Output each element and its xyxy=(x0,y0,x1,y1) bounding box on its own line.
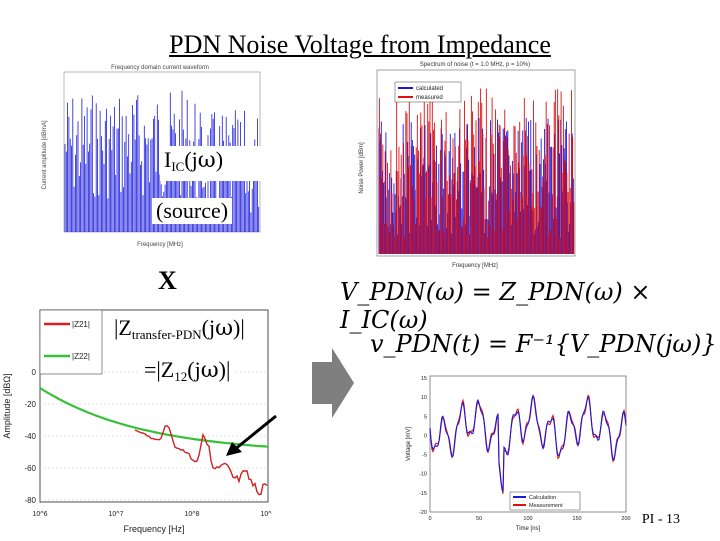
z-transfer-sub: transfer-PDN xyxy=(131,327,202,343)
time-domain-legend-calc: Calculation xyxy=(529,495,556,501)
impedance-ytick: -20 xyxy=(24,400,36,409)
z12-sub: 12 xyxy=(174,369,188,385)
spectrum-legend-measured: measured xyxy=(416,95,443,101)
impedance-z21-line xyxy=(134,425,268,496)
impedance-ytick: 0 xyxy=(32,368,37,377)
time-domain-ytick: -15 xyxy=(419,491,427,497)
time-domain-xlabel: Time [ns] xyxy=(516,526,541,532)
impedance-xtick: 10^7 xyxy=(109,511,124,518)
spectrum-xlabel: Frequency [MHz] xyxy=(452,263,498,269)
time-domain-ytick: -10 xyxy=(419,472,427,478)
source-caption: (source) xyxy=(152,198,233,224)
impedance-yticks: 0 -20 -40 -60 -80 xyxy=(24,368,36,505)
impedance-xtick: 10^9 xyxy=(261,511,272,518)
time-domain-ytick: 15 xyxy=(421,376,427,382)
equation-inverse: v_PDN(t) = F⁻¹{V_PDN(jω)} xyxy=(370,330,717,358)
impedance-z22-line xyxy=(39,387,269,448)
spectrum-ylabel: Noise Power [dBm] xyxy=(359,142,365,194)
time-domain-xticks: 0 50 100 150 200 xyxy=(428,516,630,522)
pointer-arrow xyxy=(226,414,277,456)
equation-vpdn-text: V_PDN(ω) = Z_PDN(ω) × I_IC(ω) xyxy=(340,278,651,334)
time-domain-plot: 15 10 5 0 -5 -10 -15 -20 0 50 100 150 200 Calculati… xyxy=(400,368,634,536)
spectrum-lines xyxy=(378,88,575,254)
impedance-lines xyxy=(39,387,269,496)
impedance-ytick: -60 xyxy=(24,464,36,473)
impedance-ytick: -80 xyxy=(24,496,36,505)
multiply-sign: X xyxy=(158,266,177,295)
slide-title: PDN Noise Voltage from Impedance xyxy=(169,30,551,59)
freq-domain-xlabel: Frequency [MHz] xyxy=(137,242,183,248)
time-domain-xtick: 50 xyxy=(476,516,482,522)
source-arg: (jω) xyxy=(184,147,224,173)
time-domain-xtick: 200 xyxy=(621,516,630,522)
time-domain-ytick: 5 xyxy=(424,414,427,420)
impedance-xtick: 10^6 xyxy=(33,511,48,518)
spectrum-legend-calculated: calculated xyxy=(416,86,443,92)
impedance-legend-z22: |Z22| xyxy=(72,352,90,361)
impedance-xtick: 10^8 xyxy=(185,511,200,518)
z12-label: =|Z12(jω)| xyxy=(140,356,235,392)
impedance-legend xyxy=(39,309,103,375)
source-label: IIC(jω) xyxy=(160,146,278,182)
impedance-xticks: 10^6 10^7 10^8 10^9 xyxy=(33,511,276,518)
equation-vpdn: V_PDN(ω) = Z_PDN(ω) × I_IC(ω) xyxy=(340,278,720,334)
time-domain-xtick: 0 xyxy=(428,516,431,522)
time-domain-ytick: -20 xyxy=(419,510,427,516)
impedance-ytick: -40 xyxy=(24,432,36,441)
impedance-xlabel: Frequency [Hz] xyxy=(123,524,184,534)
impedance-legend-z21: |Z21| xyxy=(72,320,90,329)
source-symbol: I xyxy=(164,147,172,172)
spectrum-plot: Spectrum of noise (t = 1.0 MHz, p = 10%)… xyxy=(355,58,580,270)
z12-prefix: =|Z xyxy=(144,357,175,382)
time-domain-ytick: 10 xyxy=(421,395,427,401)
time-domain-calculation-line xyxy=(429,393,627,492)
time-domain-yticks: 15 10 5 0 -5 -10 -15 -20 xyxy=(419,376,427,516)
spectrum-title: Spectrum of noise (t = 1.0 MHz, p = 10%) xyxy=(420,62,530,68)
flow-arrow-icon xyxy=(312,348,354,418)
freq-domain-ylabel: Current amplitude [dBmA] xyxy=(42,120,48,189)
source-subscript: IC xyxy=(171,159,185,175)
z-transfer-label: |Ztransfer-PDN(jω)| xyxy=(110,314,249,350)
time-domain-xtick: 100 xyxy=(523,516,532,522)
time-domain-legend-meas: Measurement xyxy=(529,503,563,509)
freq-domain-title: Frequency domain current waveform xyxy=(111,65,209,71)
z12-tail: (jω)| xyxy=(187,357,231,383)
time-domain-ylabel: Voltage [mV] xyxy=(406,427,412,461)
z-transfer-tail: (jω)| xyxy=(201,315,245,341)
time-domain-lines xyxy=(429,393,627,494)
page-number: PI - 13 xyxy=(641,512,680,527)
z-transfer-prefix: |Z xyxy=(114,315,132,340)
time-domain-ytick: -5 xyxy=(422,453,427,459)
impedance-ylabel: Amplitude [dBΩ] xyxy=(2,373,12,438)
time-domain-xtick: 150 xyxy=(572,516,581,522)
spectrum-svg: Spectrum of noise (t = 1.0 MHz, p = 10%)… xyxy=(359,62,576,269)
time-domain-ytick: 0 xyxy=(424,433,427,439)
time-domain-legend xyxy=(509,491,581,511)
equation-inverse-text: v_PDN(t) = F⁻¹{V_PDN(jω)} xyxy=(370,330,717,358)
